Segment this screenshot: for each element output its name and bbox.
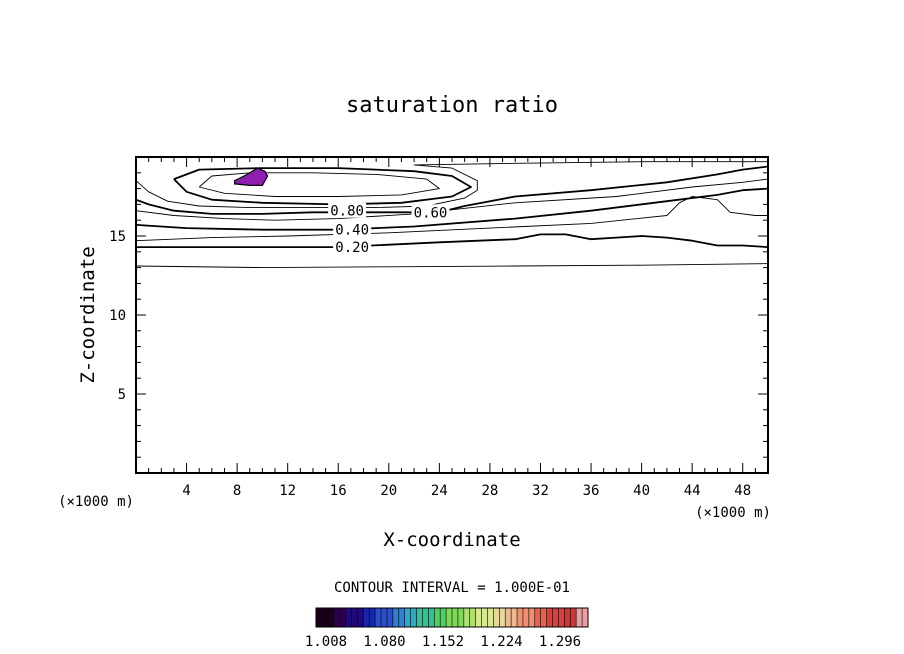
x-unit-right: (×1000 m) [695,505,771,521]
contour-label-4: 0.20 [335,240,369,256]
contour-line-8 [173,167,472,206]
colorbar-label: 1.008 [305,634,347,650]
colorbar-cell [440,608,447,627]
x-tick-label: 32 [532,483,549,499]
colorbar-cell [505,608,512,627]
colorbar-cell [528,608,536,627]
colorbar-cell [564,608,571,627]
contour-line-9 [198,172,440,197]
x-tick-label: 16 [330,483,347,499]
colorbar-cell [469,608,476,627]
contour-line-4 [135,187,769,231]
filled-region-group [234,167,269,186]
x-axis-label: X-coordinate [383,529,520,551]
x-tick-labels: 4 8 12 16 20 24 28 32 36 40 44 48 [182,483,751,499]
colorbar-cell [546,608,553,627]
colorbar-cell [434,608,441,627]
colorbar [315,607,589,628]
colorbar-cell [404,608,411,627]
colorbar-cell [534,608,541,627]
colorbar-cell [316,608,323,627]
colorbar-labels: 1.008 1.080 1.152 1.224 1.296 [305,634,581,650]
colorbar-cell [457,608,465,627]
colorbar-label: 1.224 [480,634,522,650]
colorbar-cell [475,608,482,627]
colorbar-cell [493,608,500,627]
colorbar-cell [398,608,405,627]
y-axis-label: Z-coordinate [77,246,99,383]
colorbar-cell [410,608,417,627]
x-tick-label: 12 [279,483,296,499]
colorbar-cell [576,608,583,627]
y-tick-labels: 5 10 15 [109,229,126,403]
colorbar-label: 1.152 [422,634,464,650]
colorbar-cell [369,608,376,627]
colorbar-cell [345,608,352,627]
x-tick-label: 48 [734,483,751,499]
chart-title: saturation ratio [346,93,558,118]
colorbar-cell [386,608,394,627]
x-tick-label: 20 [380,483,397,499]
colorbar-cell [582,608,589,627]
contour-label-bg-3 [333,221,372,237]
colorbar-cell [452,608,459,627]
colorbar-cell [392,608,400,627]
x-tick-label: 24 [431,483,448,499]
contour-line-2 [136,233,769,248]
colorbar-frame [315,607,589,628]
colorbar-cell [487,608,494,627]
x-unit-left: (×1000 m) [58,494,134,510]
contour-label-3: 0.40 [335,223,369,239]
contour-labels: 0.80 0.60 0.400.20 [328,202,450,256]
colorbar-cell [428,608,435,627]
contour-label-1: 0.80 [330,204,364,220]
x-tick-label: 40 [633,483,650,499]
y-tick-label: 15 [109,229,126,245]
colorbar-cell [357,608,364,627]
contour-label-bg-4 [333,239,372,255]
colorbar-cell [570,608,577,627]
colorbar-label: 1.296 [539,634,581,650]
filled-max-region [234,167,269,186]
x-tick-label: 36 [583,483,600,499]
contour-label-bg-2 [411,204,450,220]
contour-line-3 [135,196,768,242]
colorbar-cell [517,608,524,627]
colorbar-cell [540,608,547,627]
colorbar-cell [327,608,335,627]
colorbar-cell [339,608,346,627]
colorbar-cell [446,608,453,627]
colorbar-cell [351,608,358,627]
contour-interval-text: CONTOUR INTERVAL = 1.000E-01 [334,580,570,596]
y-tick-label: 5 [118,387,126,403]
colorbar-cell [522,608,530,627]
colorbar-cell [511,608,518,627]
colorbar-cell [463,608,471,627]
colorbar-cell [375,608,382,627]
colorbar-label: 1.080 [363,634,405,650]
x-tick-label: 8 [233,483,241,499]
x-tick-label: 44 [684,483,701,499]
colorbar-cell [481,608,488,627]
colorbar-cell [363,608,370,627]
colorbar-cell [416,608,423,627]
contour-line-7 [135,161,768,209]
colorbar-cell [499,608,506,627]
y-tick-label: 10 [109,308,126,324]
colorbar-cell [381,608,388,627]
x-tick-label: 28 [481,483,498,499]
contour-line-1 [135,263,769,269]
contour-label-2: 0.60 [414,205,448,221]
contour-label-bg-1 [328,202,367,218]
colorbar-cell [422,608,429,627]
x-tick-label: 4 [182,483,190,499]
colorbar-cell [321,608,329,627]
colorbar-cell [558,608,565,627]
colorbar-cell [552,608,559,627]
axis-ticks [136,157,768,473]
colorbar-cell [333,608,340,627]
